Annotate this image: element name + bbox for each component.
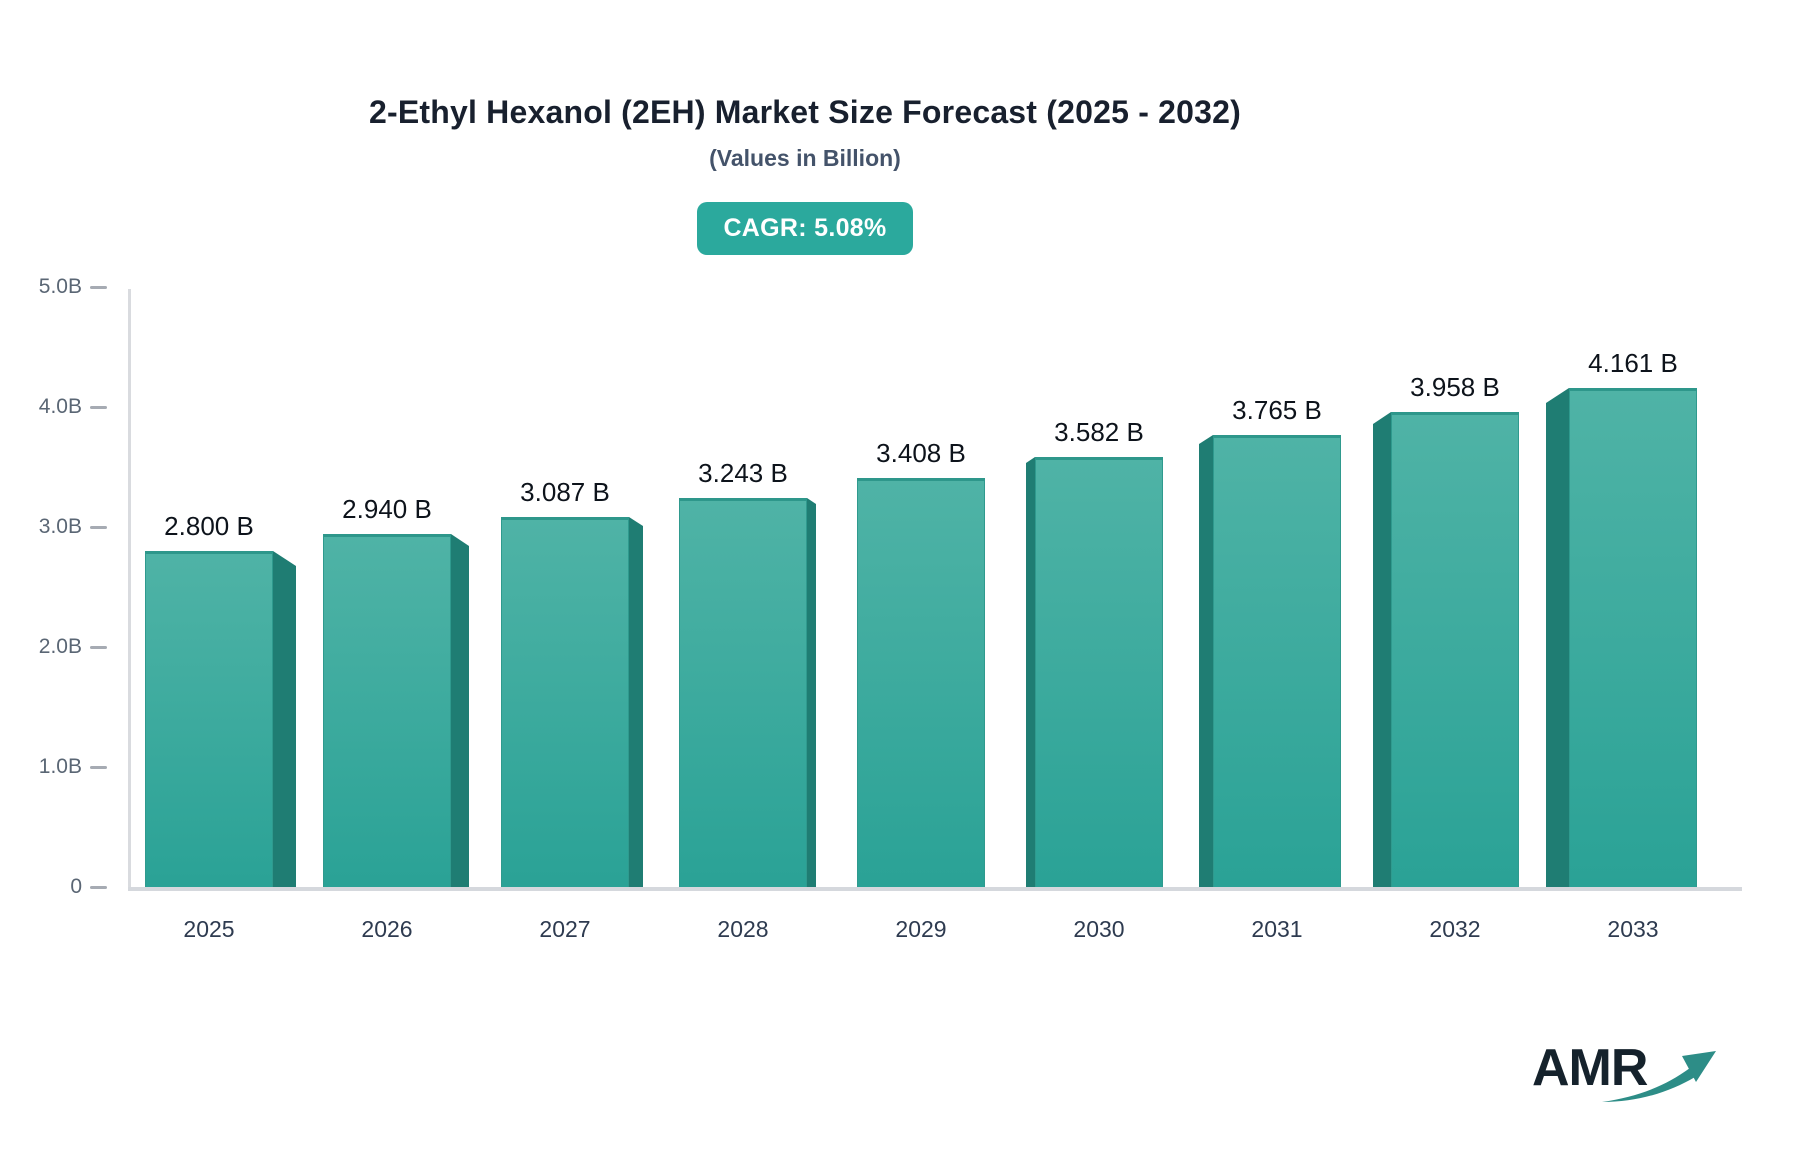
bar-value-label: 3.765 B	[1232, 395, 1322, 425]
bar-2029	[857, 478, 985, 887]
x-tick-label: 2026	[361, 916, 413, 942]
bar-side-2033	[1546, 388, 1569, 887]
bar-side-2026	[451, 534, 469, 887]
x-tick-label: 2025	[183, 916, 235, 942]
amr-logo: AMR	[1532, 1038, 1762, 1118]
bar-2026	[323, 534, 451, 887]
x-tick-label: 2027	[539, 916, 591, 942]
bar-value-label: 3.958 B	[1410, 372, 1500, 402]
bar-side-2025	[273, 551, 296, 887]
bar-side-2028	[807, 498, 816, 887]
cagr-badge: CAGR: 5.08%	[697, 202, 913, 255]
bar-2032	[1391, 412, 1519, 887]
bar-2028	[679, 498, 807, 887]
y-tick-label: 2.0B	[38, 635, 82, 658]
y-tick-label: 5.0B	[38, 275, 82, 298]
y-tick-label: 3.0B	[38, 515, 82, 538]
y-tick-dash	[90, 526, 107, 529]
chart-header: 2-Ethyl Hexanol (2EH) Market Size Foreca…	[205, 92, 1405, 255]
y-axis-line	[128, 289, 131, 888]
x-tick-label: 2033	[1607, 916, 1659, 942]
bar-side-2030	[1026, 457, 1035, 887]
y-tick-label: 1.0B	[38, 755, 82, 778]
x-tick-label: 2029	[895, 916, 947, 942]
y-tick-label: 0	[70, 875, 82, 898]
y-tick-label: 4.0B	[38, 395, 82, 418]
x-axis-line	[128, 887, 1742, 891]
chart-title: 2-Ethyl Hexanol (2EH) Market Size Foreca…	[369, 94, 1241, 130]
chart-subtitle: (Values in Billion)	[709, 145, 901, 171]
bar-value-label: 3.582 B	[1054, 417, 1144, 447]
bar-value-label: 4.161 B	[1588, 348, 1678, 378]
x-tick-label: 2032	[1429, 916, 1481, 942]
y-tick-dash	[90, 406, 107, 409]
amr-logo-text: AMR	[1532, 1039, 1648, 1097]
bar-2033	[1569, 388, 1697, 887]
x-tick-label: 2030	[1073, 916, 1125, 942]
bar-2031	[1213, 435, 1341, 887]
y-tick-dash	[90, 286, 107, 289]
bar-side-2032	[1373, 412, 1391, 887]
growth-arrow-icon	[1602, 1051, 1716, 1102]
bar-2025	[145, 551, 273, 887]
y-tick-dash	[90, 886, 107, 889]
y-tick-dash	[90, 766, 107, 769]
x-tick-label: 2031	[1251, 916, 1303, 942]
y-tick-dash	[90, 646, 107, 649]
bar-2027	[501, 517, 629, 887]
x-tick-label: 2028	[717, 916, 769, 942]
bar-value-label: 3.243 B	[698, 458, 788, 488]
bar-2030	[1035, 457, 1163, 887]
bar-value-label: 2.940 B	[342, 494, 432, 524]
bar-side-2031	[1199, 435, 1213, 887]
bar-value-label: 2.800 B	[164, 511, 254, 541]
bar-side-2027	[629, 517, 643, 887]
bar-value-label: 3.408 B	[876, 438, 966, 468]
bar-value-label: 3.087 B	[520, 477, 610, 507]
